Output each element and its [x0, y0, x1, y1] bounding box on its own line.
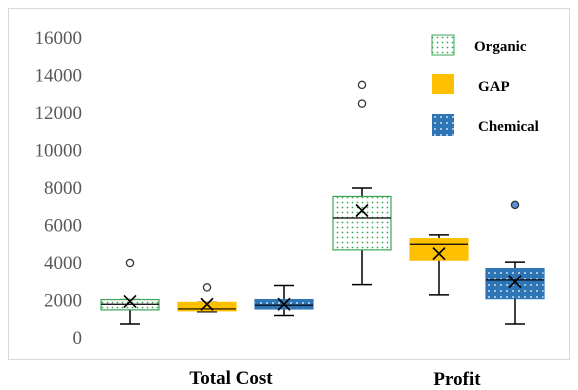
- legend-label-chemical: Chemical: [478, 119, 539, 135]
- legend-swatch-organic: [432, 35, 454, 55]
- box-organic-profit: [333, 81, 391, 284]
- y-tick-label: 10000: [35, 141, 83, 162]
- category-label-total-cost: Total Cost: [189, 368, 273, 389]
- legend-item-organic: Organic: [432, 35, 527, 55]
- category-label-profit: Profit: [433, 369, 481, 390]
- box-iqr: [333, 196, 391, 249]
- box-iqr: [486, 269, 544, 299]
- outlier-point: [511, 201, 518, 208]
- y-tick-label: 2000: [44, 291, 82, 312]
- box-chemical-total-cost: [255, 286, 313, 316]
- y-tick-label: 4000: [44, 253, 82, 274]
- legend: Organic GAP Chemical: [432, 35, 539, 136]
- y-tick-label: 8000: [44, 178, 82, 199]
- box-chemical-profit: [486, 201, 544, 324]
- box-organic-total-cost: [101, 259, 159, 324]
- outlier-point: [126, 259, 133, 266]
- legend-swatch-chemical: [432, 114, 454, 136]
- outlier-point: [358, 100, 365, 107]
- legend-item-chemical: Chemical: [432, 114, 539, 136]
- outlier-point: [203, 284, 210, 291]
- y-tick-label: 6000: [44, 216, 82, 237]
- y-axis: 0 2000 4000 6000 8000 10000 12000 14000 16000: [35, 28, 83, 349]
- y-tick-label: 0: [73, 328, 83, 349]
- box-iqr: [410, 239, 468, 261]
- y-tick-label: 14000: [35, 66, 83, 87]
- box-gap-profit: [410, 235, 468, 295]
- y-tick-label: 16000: [35, 28, 83, 49]
- boxes-group: [101, 81, 544, 324]
- x-axis-labels: Total Cost Profit: [189, 368, 481, 390]
- legend-label-gap: GAP: [478, 79, 510, 95]
- box-gap-total-cost: [178, 284, 236, 312]
- legend-label-organic: Organic: [474, 39, 527, 55]
- legend-item-gap: GAP: [432, 74, 510, 95]
- outlier-point: [358, 81, 365, 88]
- y-tick-label: 12000: [35, 103, 83, 124]
- legend-swatch-gap: [432, 74, 454, 94]
